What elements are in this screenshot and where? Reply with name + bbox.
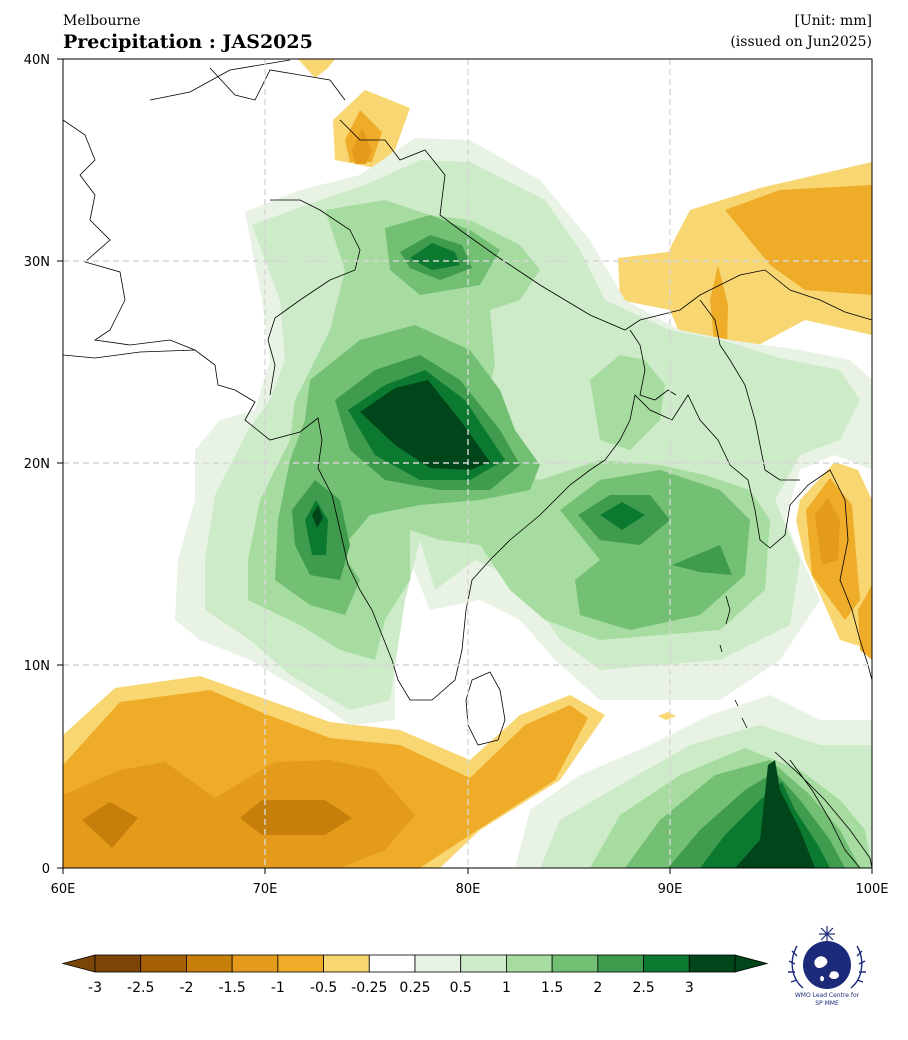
x-tick-label: 60E xyxy=(51,882,76,897)
coastlines-borders xyxy=(63,59,872,868)
wet-region-central-india-3 xyxy=(360,380,490,470)
dry-region-southwest-15 xyxy=(63,760,415,868)
precipitation-anomaly-field xyxy=(63,59,872,868)
malay-sumatra-outline xyxy=(774,751,872,868)
logo-caption-line1: WMO Lead Centre for xyxy=(794,992,860,999)
y-tick-label: 40N xyxy=(24,53,50,68)
colorbar-tick-label: 1 xyxy=(502,980,511,996)
wmo-logo xyxy=(788,926,866,989)
colorbar-tick-label: -0.25 xyxy=(351,980,387,996)
colorbar-swatch xyxy=(551,954,599,973)
x-tick-label: 100E xyxy=(855,882,888,897)
logo-caption: WMO Lead Centre for SP MME xyxy=(778,992,876,1008)
colorbar-tick-label: -2 xyxy=(179,980,193,996)
bangladesh-myanmar-border xyxy=(629,299,800,481)
dry-region-northeast-1 xyxy=(725,185,872,295)
colorbar-swatch xyxy=(506,954,553,973)
unit-label: [Unit: mm] xyxy=(794,13,872,29)
y-tick-label: 20N xyxy=(24,457,50,472)
colorbar-swatch xyxy=(597,954,644,973)
wet-region-bay-bengal-1 xyxy=(590,355,665,450)
dry-region-southwest-2b xyxy=(240,800,352,835)
issued-label: (issued on Jun2025) xyxy=(730,34,872,50)
axis-tick-marks xyxy=(57,58,873,874)
colorbar-tick-label: -3 xyxy=(88,980,102,996)
dry-speck xyxy=(658,712,676,720)
map-title: Precipitation : JAS2025 xyxy=(63,31,313,53)
wet-region-bay-2b xyxy=(672,545,732,575)
colorbar-tick-label: 2.5 xyxy=(632,980,654,996)
dry-region-southwest-2a xyxy=(82,802,138,848)
india-west-coast-outline xyxy=(63,349,872,701)
wet-region-india-25 xyxy=(410,243,460,270)
colorbar-swatch xyxy=(688,954,736,973)
dry-region-north-15 xyxy=(352,128,372,164)
colorbar-tick-label: -2.5 xyxy=(127,980,154,996)
colorbar-tick-label: 2 xyxy=(593,980,602,996)
colorbar-swatch xyxy=(140,954,187,973)
wet-region-west-coast-25 xyxy=(305,500,328,555)
x-tick-label: 80E xyxy=(456,882,481,897)
colorbar-extend-high xyxy=(734,954,769,973)
colorbar-tick-label: -1.5 xyxy=(218,980,245,996)
wet-region-southeast-3 xyxy=(735,760,815,868)
y-tick-label: 0 xyxy=(42,862,50,877)
graticule xyxy=(63,59,872,868)
x-tick-label: 90E xyxy=(658,882,683,897)
colorbar-swatch xyxy=(94,954,142,973)
colorbar-swatch xyxy=(323,954,370,973)
colorbar-swatch xyxy=(368,954,416,973)
dry-region-east-15 xyxy=(815,498,840,565)
wet-region-myanmar-05 xyxy=(752,370,825,445)
sri-lanka-outline xyxy=(465,671,506,746)
globe-landmass xyxy=(814,956,839,982)
laurel-wreath-icon xyxy=(788,945,866,989)
colorbar-swatch xyxy=(414,954,462,973)
colorbar-swatch xyxy=(186,954,233,973)
colorbar-tick-label: 1.5 xyxy=(541,980,563,996)
colorbar-tick-label: 3 xyxy=(685,980,694,996)
x-tick-label: 70E xyxy=(253,882,278,897)
colorbar-swatch xyxy=(277,954,324,973)
colorbar-extend-low xyxy=(61,954,96,973)
colorbar: -3 -2.5 -2 -1.5 -1 -0.5 -0.25 0.25 0.5 1 1.5 2 2.5 3 xyxy=(61,954,769,996)
colorbar-tick-label: -1 xyxy=(271,980,285,996)
colorbar-tick-label: -0.5 xyxy=(310,980,337,996)
wet-region-west-coast-3 xyxy=(312,505,323,528)
logo-caption-line2: SP MME xyxy=(815,1000,839,1007)
wet-region-bay-25 xyxy=(600,502,645,530)
colorbar-tick-label: 0.25 xyxy=(399,980,430,996)
colorbar-swatch xyxy=(231,954,279,973)
globe-icon xyxy=(803,941,851,989)
source-label: Melbourne xyxy=(63,13,141,29)
dry-region-top-edge xyxy=(298,59,335,78)
y-tick-label: 30N xyxy=(24,255,50,270)
colorbar-swatch xyxy=(460,954,507,973)
colorbar-tick-label: 0.5 xyxy=(450,980,472,996)
dry-region-east-edge xyxy=(858,585,872,660)
y-tick-label: 10N xyxy=(24,659,50,674)
colorbar-swatch xyxy=(643,954,690,973)
andaman-islands xyxy=(719,595,748,729)
northern-borders xyxy=(63,59,872,396)
compass-star-icon xyxy=(819,926,835,942)
